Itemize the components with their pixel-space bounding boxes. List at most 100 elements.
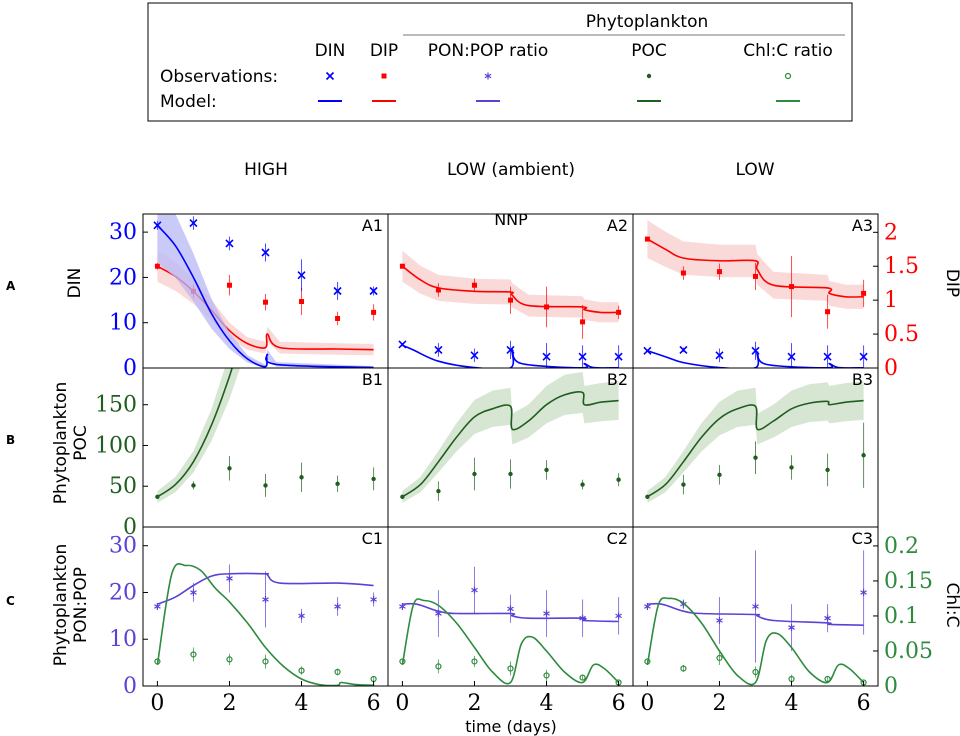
chl-obs-point-ring — [334, 668, 341, 676]
x-tick-label: 4 — [540, 691, 554, 716]
poc-obs-point-disc — [861, 453, 866, 458]
dip-obs-point — [335, 315, 341, 321]
din-obs-point-stroke2 — [333, 286, 342, 296]
din-obs-point-stroke2 — [369, 286, 378, 296]
chl-obs-point — [824, 675, 831, 683]
legend-obs-chl-ring — [784, 72, 792, 80]
din-obs-point-stroke2 — [614, 352, 623, 361]
nnp-annotation: NNP — [494, 210, 528, 229]
legend-frame — [147, 2, 853, 122]
chl-obs-point — [190, 651, 197, 658]
din-obs-point-stroke2 — [578, 352, 587, 361]
poc-model-line — [646, 399, 864, 498]
ylabel-dip: DIP — [942, 269, 960, 297]
ponpop-obs-point-ray — [860, 590, 867, 595]
x-tick-label: 0 — [395, 691, 409, 716]
legend-obs-din-stroke2 — [325, 71, 335, 81]
poc-obs-point — [299, 475, 304, 480]
chl-obs-point — [262, 658, 269, 665]
poc-obs-point-disc — [825, 467, 830, 473]
din-axis-tick-label: 20 — [109, 265, 137, 290]
panel-a1 — [153, 214, 378, 368]
dip-obs-point — [753, 273, 758, 279]
ponpop-axis-tick-label: 10 — [109, 627, 137, 652]
dip-obs-point — [680, 270, 686, 276]
din-obs-point — [787, 352, 796, 361]
ponpop-obs-point — [435, 610, 442, 618]
dip-model-line — [401, 265, 619, 314]
ponpop-obs-point-ray — [543, 611, 550, 616]
x-tick-label: 6 — [857, 691, 871, 716]
dip-obs-point — [471, 282, 477, 288]
panel-label-b1: B1 — [362, 370, 383, 389]
poc-obs-point-disc — [789, 465, 794, 470]
ponpop-obs-point-ray — [788, 625, 795, 630]
panel-c3 — [644, 550, 867, 686]
legend-group-header: Phytoplankton — [586, 12, 709, 32]
column-header-low: LOW — [735, 160, 774, 180]
legend-obs-chl — [784, 72, 792, 80]
legend-col-din: DIN — [315, 41, 346, 61]
ponpop-obs-point-ray — [262, 597, 269, 602]
ponpop-obs-point-ray — [370, 597, 377, 602]
dip-obs-point-square — [508, 297, 513, 303]
dip-axis-tick-label: 0 — [884, 356, 898, 381]
panel-b2 — [400, 372, 621, 503]
poc-obs-point — [825, 467, 830, 473]
chl-model-line — [156, 562, 374, 686]
chl-obs-point-ring — [262, 658, 269, 665]
poc-axis-tick-label: 50 — [109, 474, 137, 499]
panel-label-a2: A2 — [607, 216, 628, 235]
poc-obs-point — [717, 472, 722, 478]
dip-obs-point-square — [616, 309, 622, 315]
panel-a3 — [643, 220, 868, 368]
ponpop-obs-point-ray — [824, 615, 831, 621]
dip-obs-point — [644, 236, 650, 242]
ponpop-obs-point-ray — [226, 576, 233, 581]
din-obs-point-stroke2 — [859, 352, 868, 361]
ponpop-obs-point — [860, 588, 867, 596]
column-header-low-ambient: LOW (ambient) — [447, 160, 575, 180]
ponpop-obs-point — [716, 617, 723, 625]
ylabel-ponpop-line1: Phytoplankton — [51, 544, 71, 667]
chl-model-line — [646, 597, 865, 686]
row-letter-c: C — [6, 594, 15, 608]
din-obs-point — [369, 286, 378, 296]
din-obs-point — [506, 345, 515, 354]
ponpop-obs-point-ray — [579, 615, 586, 621]
ylabel-poc-line1: Phytoplankton — [51, 382, 71, 505]
dip-obs-point-square — [716, 269, 722, 275]
chl-obs-point — [680, 665, 687, 672]
dip-obs-point-square — [399, 263, 405, 269]
poc-obs-point — [400, 494, 405, 500]
chl-obs-point — [644, 658, 651, 665]
x-tick-label: 0 — [150, 691, 164, 716]
poc-axis-tick-label: 150 — [95, 393, 137, 418]
dip-obs-point-square — [154, 263, 160, 269]
ponpop-obs-point — [190, 588, 197, 596]
row-letter-b: B — [6, 433, 15, 447]
din-obs-point-stroke2 — [153, 221, 162, 230]
ponpop-obs-point-ray — [752, 604, 759, 609]
poc-axis-tick-label: 0 — [123, 515, 137, 540]
din-obs-point-stroke2 — [823, 352, 832, 361]
legend-obs-poc — [646, 73, 652, 79]
chl-obs-point — [579, 674, 586, 681]
panel-frame-b1 — [142, 367, 389, 528]
poc-obs-point-disc — [681, 482, 686, 487]
chl-axis-tick-label: 0.15 — [884, 569, 933, 594]
ponpop-obs-point-ray — [154, 604, 161, 609]
poc-obs-point — [789, 465, 794, 470]
poc-obs-point — [753, 455, 758, 460]
din-obs-point — [470, 351, 479, 360]
din-obs-point-stroke2 — [679, 345, 688, 354]
poc-obs-point — [227, 466, 232, 471]
x-tick-label: 4 — [295, 691, 309, 716]
dip-obs-point — [508, 297, 513, 303]
chl-obs-point-ring — [435, 663, 442, 670]
din-obs-point-stroke2 — [189, 218, 198, 228]
panel-label-b3: B3 — [852, 370, 873, 389]
ponpop-obs-point — [543, 610, 550, 618]
ylabel-din: DIN — [65, 268, 85, 299]
